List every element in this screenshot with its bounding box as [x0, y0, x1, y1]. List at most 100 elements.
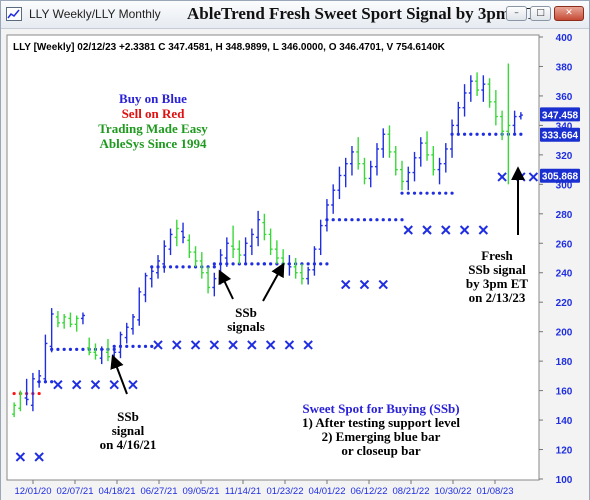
minimize-button[interactable]: –: [506, 6, 527, 21]
price-bar: [518, 112, 523, 120]
x-marker: [478, 225, 489, 235]
price-tag-box: [540, 168, 580, 183]
x-tick-label: 02/07/21: [57, 486, 94, 497]
x-marker-stroke: [209, 340, 220, 350]
x-marker: [190, 340, 201, 350]
title-bar[interactable]: LLY Weekly/LLY Monthly AbleTrend Fresh S…: [1, 1, 589, 29]
stop-dot: [125, 344, 129, 348]
y-tick-label: 160: [556, 387, 573, 398]
stop-dot: [37, 391, 41, 396]
price-bar: [243, 237, 248, 264]
price-bar: [299, 263, 304, 285]
price-bar: [118, 331, 123, 359]
x-marker: [359, 279, 370, 290]
stop-dot: [450, 191, 454, 195]
y-tick-label: 400: [556, 33, 573, 44]
price-bar: [237, 240, 242, 264]
price-bar: [381, 128, 386, 158]
stop-dot: [444, 191, 448, 195]
price-bar: [37, 369, 42, 388]
plot-area[interactable]: [6, 34, 540, 481]
price-bar: [80, 312, 85, 325]
price-bar: [468, 75, 473, 102]
x-marker: [90, 379, 101, 390]
price-tag-box: [540, 127, 580, 142]
stop-dot: [62, 347, 66, 351]
stop-dot: [431, 191, 435, 195]
y-tick-label: 240: [556, 269, 573, 280]
x-marker: [109, 379, 119, 390]
stop-dot: [375, 218, 379, 222]
price-bar: [137, 287, 142, 326]
y-tick-label: 300: [556, 180, 573, 191]
maximize-button[interactable]: □: [530, 6, 551, 21]
price-bar: [425, 131, 430, 161]
sweet-spot-line-1: 1) After testing support level: [302, 415, 460, 430]
stop-dot: [143, 344, 148, 348]
x-marker: [172, 340, 182, 350]
x-tick-label: 08/21/22: [393, 486, 430, 497]
close-button[interactable]: ✕: [554, 6, 584, 21]
price-bar: [362, 157, 367, 185]
x-tick-label: 01/08/23: [477, 486, 514, 497]
annotation-ssb-1-line-2: signal: [112, 423, 145, 438]
price-bar: [249, 228, 254, 256]
stop-dot: [231, 262, 235, 266]
x-marker-stroke: [128, 379, 138, 390]
stop-dot: [400, 218, 404, 222]
price-bar: [256, 210, 261, 247]
chart-tab-label[interactable]: LLY Weekly/LLY Monthly: [29, 7, 161, 21]
price-bar: [356, 137, 361, 170]
price-chart[interactable]: LLY [Weekly] 02/12/23 +2.3381 C 347.4581…: [1, 29, 589, 500]
window-title: AbleTrend Fresh Sweet Sport Signal by 3p…: [187, 4, 537, 23]
x-marker-stroke: [441, 225, 451, 235]
price-bar: [87, 337, 92, 356]
price-bar: [312, 246, 317, 276]
price-tag-value: 347.458: [542, 110, 579, 121]
x-marker-stroke: [53, 379, 63, 390]
x-marker-stroke: [109, 379, 119, 390]
x-marker: [153, 340, 163, 350]
price-bar: [193, 246, 198, 267]
x-tick-label: 04/18/21: [99, 486, 136, 497]
stop-dot: [168, 265, 173, 269]
y-tick-label: 140: [556, 416, 573, 427]
x-marker: [247, 340, 257, 350]
x-tick-label: 04/01/22: [309, 486, 346, 497]
price-bar: [287, 255, 292, 276]
stop-dot: [412, 191, 417, 195]
x-tick-label: 12/01/20: [15, 486, 52, 497]
price-bar: [274, 240, 279, 264]
stop-dot: [369, 218, 373, 222]
stop-dot: [481, 132, 485, 136]
price-bar: [149, 266, 154, 288]
stop-dot: [331, 218, 335, 222]
y-tick-label: 360: [556, 92, 573, 103]
x-marker: [422, 225, 432, 235]
annotation-sweet-spot: Sweet Spot for Buying (SSb) 1) After tes…: [302, 401, 460, 458]
stop-dot: [337, 218, 342, 222]
stop-dot: [250, 262, 254, 266]
x-marker-stroke: [359, 279, 370, 290]
arrow-ssb-2a: [218, 269, 234, 300]
x-marker: [265, 340, 276, 350]
x-marker: [528, 172, 539, 182]
x-marker: [128, 379, 138, 390]
stop-dot: [187, 265, 191, 269]
x-tick-label: 01/23/22: [267, 486, 304, 497]
price-bar: [487, 78, 492, 108]
x-marker-stroke: [497, 172, 507, 182]
price-bar: [393, 146, 398, 176]
x-marker-stroke: [228, 340, 238, 350]
stop-dot: [75, 347, 79, 351]
stop-dot: [400, 191, 404, 195]
price-bar: [74, 315, 79, 332]
price-bar: [206, 266, 211, 294]
x-marker-stroke: [90, 379, 101, 390]
x-marker: [284, 340, 295, 350]
stop-dot: [362, 218, 367, 222]
price-bar: [400, 160, 405, 191]
stop-dot: [406, 191, 410, 195]
stop-dot: [175, 265, 179, 269]
price-bar: [231, 225, 236, 258]
